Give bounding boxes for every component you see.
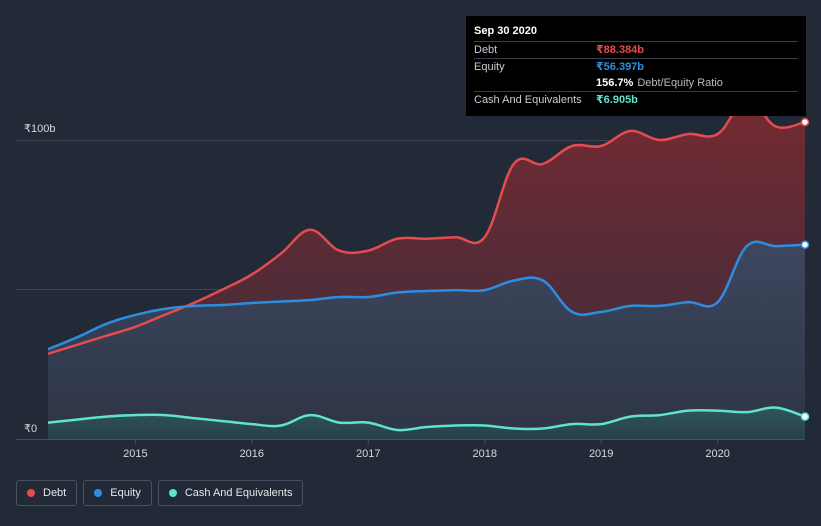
tooltip-ratio-label: Debt/Equity Ratio [637,77,723,89]
cash-line [47,406,806,432]
y-tick-label-max: ₹100b [24,123,55,135]
legend-item-cash[interactable]: Cash And Equivalents [157,480,304,506]
equity-area [48,241,805,439]
equity-dot-icon [94,489,103,497]
chart-legend: Debt Equity Cash And Equivalents [16,480,304,506]
tooltip-cash-label: Cash And Equivalents [474,94,582,106]
tooltip-ratio-spacer [474,75,596,91]
debt-end-marker [800,117,810,127]
x-tick-label-2018: 2018 [472,448,496,460]
legend-item-equity[interactable]: Equity [83,480,152,506]
x-tick-label-2017: 2017 [356,448,380,460]
x-tick-label-2016: 2016 [240,448,264,460]
tooltip-equity-value: ₹56.397b [596,61,645,73]
equity-line [47,240,806,351]
debt-dot-icon [27,489,35,497]
tooltip-row-ratio: 156.7% Debt/Equity Ratio [474,75,798,91]
equity-end-marker [800,240,810,249]
tooltip-row-equity: Equity ₹56.397b [474,58,798,75]
cash-end-marker [800,412,810,421]
tooltip-date: Sep 30 2020 [474,25,537,37]
tooltip-equity-label: Equity [474,61,505,73]
tooltip-debt-value: ₹88.384b [596,44,645,56]
tooltip-row-cash: Cash And Equivalents ₹6.905b [474,91,798,108]
cash-area [48,407,805,439]
tooltip-row-debt: Debt ₹88.384b [474,41,798,58]
tooltip-cash-value: ₹6.905b [596,94,638,106]
debt-line [47,98,806,355]
x-tick-label-2020: 2020 [705,448,729,460]
tooltip-panel: Sep 30 2020 Debt ₹88.384b Equity ₹56.397… [466,16,806,116]
x-tick-label-2015: 2015 [123,448,147,460]
x-axis-ticks: 2015 2016 2017 2018 2019 2020 [123,439,730,460]
tooltip-ratio-value: 156.7% [596,77,634,89]
legend-equity-label: Equity [110,487,141,499]
legend-item-debt[interactable]: Debt [16,480,78,506]
y-tick-label-zero: ₹0 [24,423,37,435]
x-tick-label-2019: 2019 [589,448,613,460]
tooltip-debt-label: Debt [474,44,498,56]
legend-cash-label: Cash And Equivalents [184,487,293,499]
legend-debt-label: Debt [43,487,67,499]
cash-dot-icon [168,489,177,497]
